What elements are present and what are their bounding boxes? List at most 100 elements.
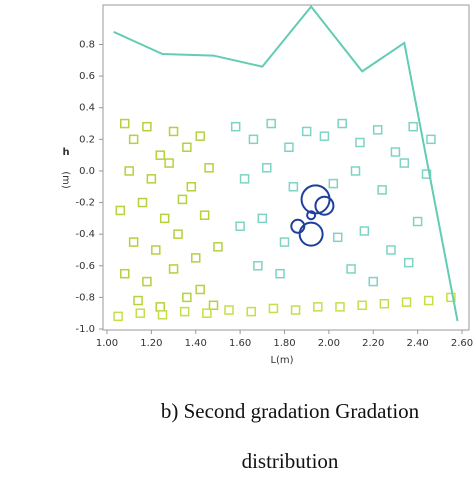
marker (314, 195, 335, 216)
y-tick-label: -0.8 (75, 292, 95, 303)
marker (372, 125, 383, 135)
marker (300, 184, 331, 215)
marker (412, 216, 423, 227)
marker (173, 229, 183, 239)
marker (159, 213, 170, 224)
marker (137, 197, 148, 208)
x-axis-label: L(m) (270, 355, 293, 366)
line (113, 4, 459, 322)
marker (421, 169, 432, 179)
y-axis-label: h (62, 147, 69, 158)
marker (135, 308, 146, 318)
marker (204, 163, 214, 173)
marker (168, 264, 179, 274)
marker (284, 142, 294, 152)
marker (298, 221, 324, 247)
marker (146, 174, 157, 184)
marker (253, 261, 263, 271)
marker (182, 142, 192, 152)
marker (290, 305, 301, 315)
marker (213, 242, 223, 252)
marker (355, 137, 365, 148)
marker (379, 298, 390, 309)
marker (248, 134, 259, 145)
x-tick-label: 2.60 (451, 338, 473, 349)
marker (195, 131, 205, 141)
x-tick-label: 1.80 (273, 338, 295, 349)
y-tick-label: 0.0 (79, 166, 95, 177)
marker (113, 311, 123, 322)
marker (399, 158, 410, 168)
marker (313, 302, 323, 312)
marker (377, 185, 387, 195)
marker (262, 163, 272, 173)
x-tick-label: 1.60 (229, 338, 251, 349)
y-tick-label: 0.4 (79, 103, 95, 114)
marker (186, 182, 197, 192)
marker (386, 245, 396, 255)
marker (155, 302, 165, 312)
marker (202, 308, 212, 318)
y-tick-label: -0.6 (75, 261, 95, 272)
marker (239, 174, 250, 184)
marker (182, 292, 192, 303)
y-tick-label: 0.6 (79, 71, 95, 82)
y-tick-label: 0.8 (79, 40, 95, 51)
marker (142, 121, 152, 132)
marker (288, 182, 299, 192)
y-tick-label: -0.2 (75, 198, 95, 209)
marker (357, 300, 367, 311)
marker (157, 310, 168, 320)
x-tick-label: 1.00 (96, 338, 118, 349)
marker (390, 147, 401, 157)
x-tick-label: 2.20 (362, 338, 384, 349)
marker (306, 210, 317, 221)
marker (401, 297, 412, 307)
y-tick-label: -1.0 (75, 324, 95, 335)
marker (404, 257, 414, 268)
marker (368, 276, 378, 287)
marker (279, 237, 290, 247)
marker (359, 226, 370, 236)
marker (290, 218, 306, 234)
marker (446, 292, 456, 303)
x-tick-label: 2.00 (318, 338, 340, 349)
y-axis-unit: (m) (60, 171, 71, 189)
marker (408, 121, 418, 132)
marker (246, 306, 256, 317)
marker (151, 245, 161, 255)
marker (266, 118, 276, 129)
marker (335, 302, 345, 312)
x-tick-label: 1.20 (140, 338, 162, 349)
caption: b) Second gradation Gradation (161, 399, 420, 423)
marker (423, 295, 434, 306)
marker (120, 118, 130, 129)
plot-frame (102, 4, 470, 331)
marker (128, 237, 139, 247)
marker (301, 126, 312, 137)
marker (124, 166, 134, 176)
marker (235, 221, 245, 232)
y-tick-label: -0.4 (75, 229, 95, 240)
caption: distribution (242, 449, 339, 473)
marker (268, 303, 279, 314)
marker (120, 268, 130, 279)
marker (179, 306, 190, 317)
marker (133, 295, 143, 306)
marker (257, 213, 268, 224)
marker (115, 205, 126, 216)
marker (195, 284, 205, 295)
marker (199, 210, 210, 220)
marker (337, 118, 347, 129)
marker (426, 134, 436, 145)
marker (191, 253, 201, 263)
marker (155, 150, 165, 160)
marker (164, 158, 174, 168)
marker (208, 300, 219, 311)
marker (128, 134, 139, 145)
marker (230, 121, 241, 132)
marker (333, 232, 343, 243)
marker (177, 194, 188, 205)
